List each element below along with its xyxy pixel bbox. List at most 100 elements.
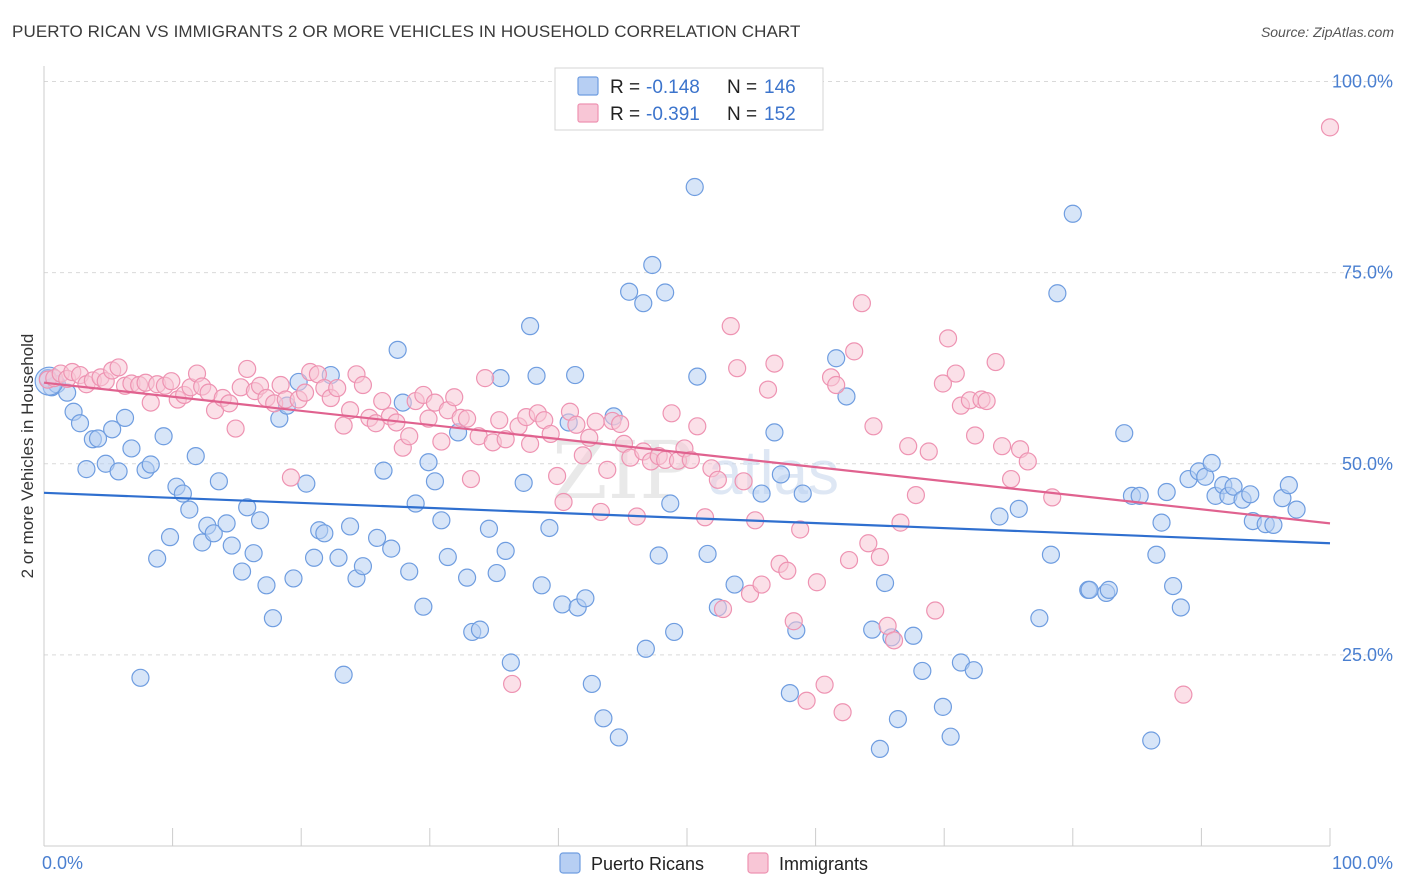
puerto-ricans-point [514,473,533,492]
immigrants-point [688,417,707,436]
puerto-ricans-point [827,349,846,368]
puerto-ricans-point [904,626,923,645]
puerto-ricans-point [1171,598,1190,617]
puerto-ricans-point [1009,499,1028,518]
immigrants-point [986,352,1005,372]
puerto-ricans-point [1115,424,1134,443]
y-tick-label-25: 25.0% [1342,645,1393,665]
puerto-ricans-point [870,739,890,759]
immigrants-point [815,675,834,694]
puerto-ricans-point [160,528,180,547]
legend-n-value-1: 146 [764,77,796,98]
legend-n-value-2: 152 [764,104,796,125]
immigrants-point [662,404,681,423]
immigrants-point [554,492,573,512]
puerto-ricans-point [527,366,546,385]
puerto-ricans-point [250,511,270,530]
legend-r-value-2: -0.391 [646,104,700,125]
puerto-ricans-point [470,620,490,639]
immigrants-point [992,437,1012,456]
immigrants-point [503,674,522,694]
puerto-ricans-point [367,528,387,548]
puerto-ricans-point [793,484,812,503]
immigrants-point [598,460,617,479]
puerto-ricans-point [263,609,283,628]
puerto-ricans-point [1202,453,1221,473]
puerto-ricans-point [582,674,601,694]
puerto-ricans-point [1287,500,1306,519]
legend-r-label-2: R = [610,104,640,125]
immigrants-point [611,414,630,434]
y-tick-label-75: 75.0% [1342,263,1393,283]
legend-n-label-1: N = [727,77,757,98]
immigrants-point [295,383,315,402]
puerto-ricans-point [88,429,108,448]
immigrants-point [807,573,826,592]
puerto-ricans-point [1130,486,1149,505]
puerto-ricans-point [122,439,141,458]
puerto-ricans-point [620,282,639,301]
y-tick-label-50: 50.0% [1342,454,1393,474]
immigrants-points [38,118,1340,722]
immigrants-point [765,354,784,373]
puerto-ricans-point [438,547,457,567]
puerto-ricans-point [432,511,451,530]
puerto-ricans-point [131,668,150,687]
puerto-ricans-point [941,727,960,746]
puerto-ricans-point [576,589,595,608]
puerto-ricans-point [643,255,662,275]
puerto-ricans-point [594,709,613,728]
puerto-ricans-point [222,536,241,555]
immigrants-point [797,691,816,710]
puerto-ricans-point [1080,580,1099,599]
puerto-ricans-point [540,518,559,538]
y-axis-label: 2 or more Vehicles in Household [18,334,37,579]
puerto-ricans-point [315,524,334,543]
puerto-ricans-point [1157,482,1176,502]
immigrants-point [1320,118,1340,137]
puerto-ricans-point [109,462,128,481]
immigrants-point [906,485,926,505]
puerto-ricans-point [304,548,324,567]
immigrants-point [521,434,540,453]
puerto-ricans-point [636,639,655,658]
immigrants-point [859,534,878,553]
puerto-ricans-point [425,472,445,491]
immigrants-point [827,375,846,395]
puerto-ricans-point [656,283,675,302]
puerto-ricans-point [837,387,856,406]
immigrants-point [884,631,904,650]
immigrants-point [281,468,301,487]
puerto-ricans-point [388,340,407,359]
immigrants-point [752,575,771,594]
puerto-ricans-point [141,455,160,474]
puerto-ricans-point [725,575,744,594]
puerto-ricans-point [532,576,551,595]
puerto-ricans-point [964,661,983,680]
puerto-ricans-point [180,500,199,519]
immigrants-point [870,547,890,567]
puerto-ricans-point [933,697,953,716]
immigrants-point [445,388,464,407]
puerto-ricans-point [688,367,707,386]
series-legend-label-puerto-ricans: Puerto Ricans [591,854,704,874]
puerto-ricans-point [382,539,401,558]
immigrants-point [573,446,592,465]
puerto-ricans-point [70,414,90,433]
puerto-ricans-point [990,507,1009,526]
puerto-ricans-point [353,557,373,576]
immigrants-point [839,550,859,570]
legend-box [554,67,824,131]
y-tick-label-100: 100.0% [1332,72,1393,92]
source-credit: Source: ZipAtlas.com [1260,24,1394,40]
puerto-ricans-point [752,484,771,503]
puerto-ricans-point [521,317,540,336]
correlation-legend: R = -0.148 N = 146 R = -0.391 N = 152 [554,67,824,131]
immigrants-point [353,375,373,395]
puerto-ricans-point [665,622,684,642]
puerto-ricans-point [501,653,520,672]
immigrants-point [400,427,419,446]
puerto-ricans-point [238,498,257,517]
puerto-ricans-point [1030,609,1049,628]
immigrants-point [977,391,996,411]
